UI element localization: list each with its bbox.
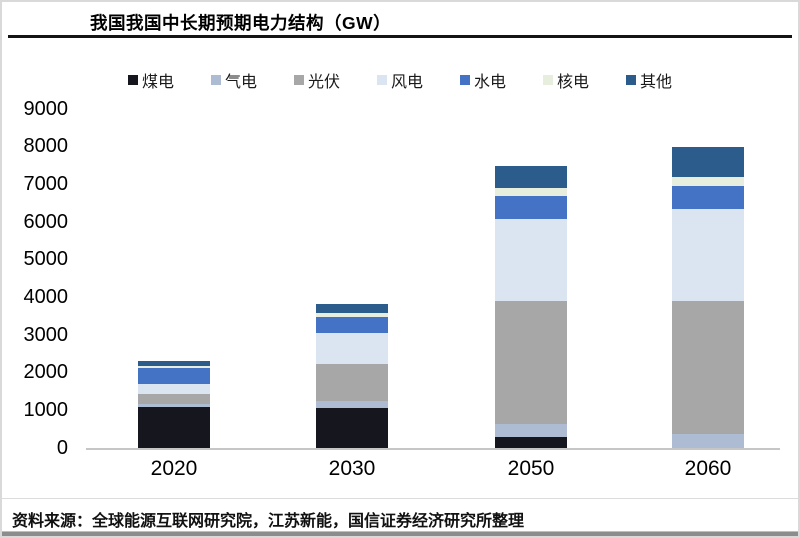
bar-segment-风电-2020 [138,383,210,395]
bar-segment-风电-2060 [672,209,744,302]
bar-segment-风电-2050 [495,219,567,302]
bar-segment-核电-2020 [138,366,210,369]
y-axis-tick-label: 7000 [23,172,69,195]
y-axis-tick-label: 0 [56,436,68,459]
bar-segment-水电-2020 [138,368,210,384]
legend-label: 其他 [640,74,673,91]
bar-segment-水电-2050 [495,196,567,220]
legend-item: 其他 [626,68,672,92]
x-axis-tick-label: 2050 [507,457,555,480]
bar-segment-核电-2030 [316,313,388,317]
legend-label: 核电 [557,74,590,91]
legend-swatch-icon [210,75,221,85]
y-axis-tick-label: 5000 [23,248,69,271]
legend-item: 气电 [210,68,257,92]
legend-swatch-icon [376,75,387,85]
legend-item: 水电 [460,68,506,92]
legend-swatch-icon [626,75,637,85]
bar-segment-其他-2030 [316,303,388,314]
bar-segment-气电-2030 [316,401,388,409]
bar-segment-核电-2050 [495,187,567,196]
bar-segment-光伏-2020 [138,394,210,404]
bar-segment-气电-2050 [495,423,567,437]
legend-item: 风电 [376,68,423,92]
legend-swatch-icon [127,75,138,85]
source-note: 资料来源：全球能源互联网研究院，江苏新能，国信证券经济研究所整理 [12,513,525,530]
x-axis-line [86,448,780,450]
bar-segment-煤电-2020 [138,407,210,448]
bar-segment-其他-2050 [495,165,567,188]
legend-label: 风电 [390,74,423,91]
y-axis-tick-label: 8000 [23,135,69,158]
chart-legend: 煤电 气电 光伏 风电 水电 核电 其他 [2,69,798,91]
legend-label: 气电 [224,74,257,91]
legend-swatch-icon [460,75,470,85]
y-axis-tick-label: 2000 [23,361,69,384]
y-axis-tick-label: 3000 [23,323,69,346]
y-axis-tick-label: 6000 [23,210,69,233]
bar-segment-煤电-2030 [316,408,388,448]
legend-swatch-icon [293,75,304,85]
chart-title: 我国我国中长期预期电力结构（GW） [90,13,392,33]
legend-swatch-icon [543,75,554,85]
bar-segment-水电-2060 [672,185,744,210]
bar-segment-光伏-2050 [495,301,567,424]
x-axis-tick-label: 2030 [328,457,376,480]
title-underline [8,35,792,38]
legend-label: 煤电 [141,74,174,91]
legend-label: 水电 [474,74,507,91]
x-axis-tick-label: 2060 [684,457,732,480]
footer-divider [2,498,798,499]
bar-segment-其他-2060 [672,146,744,177]
bar-segment-光伏-2060 [672,301,744,435]
y-axis-tick-label: 9000 [23,97,69,120]
y-axis-tick-label: 1000 [23,398,69,421]
bar-segment-煤电-2050 [495,436,567,448]
bar-segment-光伏-2030 [316,363,388,402]
bottom-border [2,531,798,536]
legend-label: 光伏 [307,74,340,91]
legend-item: 煤电 [127,68,174,92]
bar-segment-其他-2020 [138,361,210,367]
legend-item: 光伏 [293,68,340,92]
bar-segment-风电-2030 [316,333,388,364]
legend-item: 核电 [543,68,589,92]
y-axis-tick-label: 4000 [23,285,69,308]
bar-segment-水电-2030 [316,316,388,334]
x-axis-tick-label: 2020 [150,457,198,480]
bar-segment-气电-2060 [672,434,744,448]
bar-segment-气电-2020 [138,403,210,408]
bar-segment-核电-2060 [672,176,744,186]
